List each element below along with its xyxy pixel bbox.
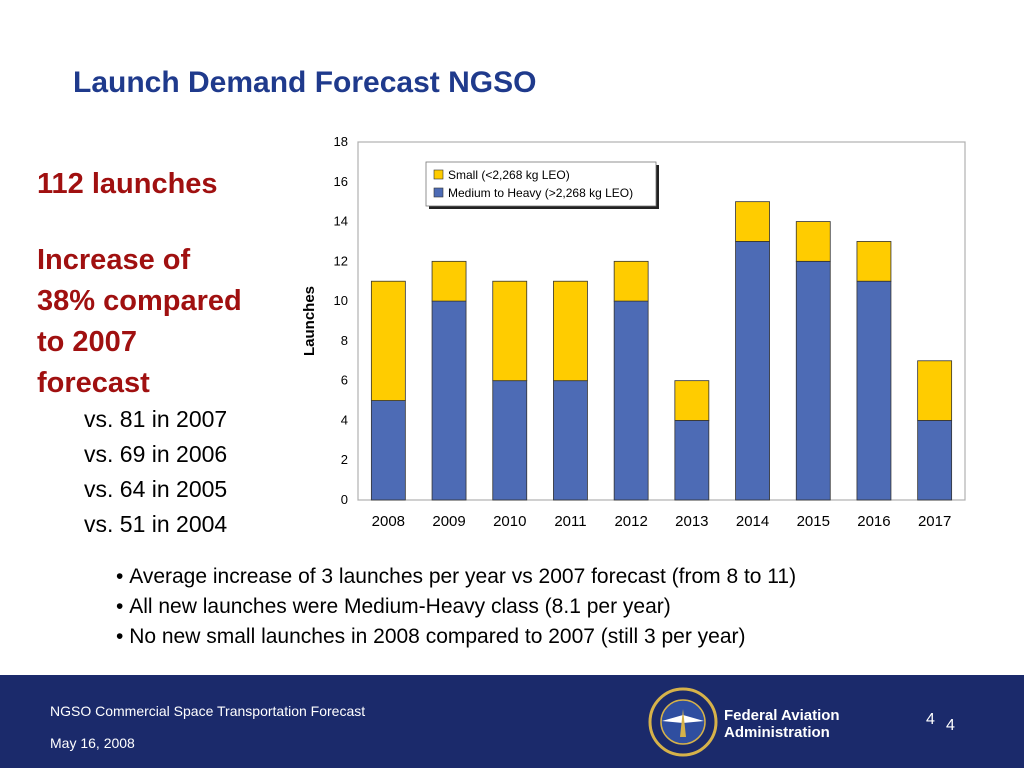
bullet-item: All new launches were Medium-Heavy class… xyxy=(116,592,796,622)
bar-segment xyxy=(492,380,528,501)
bar-segment xyxy=(674,380,710,421)
agency-name: Federal Aviation Administration xyxy=(724,707,840,741)
comparison-item: vs. 51 in 2004 xyxy=(84,511,228,537)
footer-title: NGSO Commercial Space Transportation For… xyxy=(50,703,366,719)
launch-forecast-chart: 0 2 4 6 8 10 12 14 16 18 2008 2009 2010 2011 2012 2013 2… xyxy=(301,134,966,530)
x-tick-label: 2009 xyxy=(432,513,465,530)
comparison-item: vs. 64 in 2005 xyxy=(84,476,228,502)
x-tick-label: 2013 xyxy=(675,513,708,530)
comparison-item: vs. 81 in 2007 xyxy=(84,406,228,432)
x-tick-label: 2015 xyxy=(797,513,830,530)
y-axis-label: Launches xyxy=(301,286,318,356)
y-tick-label: 0 xyxy=(341,492,348,507)
x-tick-label: 2008 xyxy=(372,513,405,530)
legend-box xyxy=(425,161,657,207)
bar-segment xyxy=(613,260,649,302)
footer-bar: NGSO Commercial Space Transportation For… xyxy=(0,675,1024,768)
x-tick-label: 2017 xyxy=(918,513,951,530)
bar-segment xyxy=(431,260,467,302)
bar-segment xyxy=(735,241,770,501)
y-tick-label: 4 xyxy=(341,412,348,427)
legend-swatch xyxy=(433,169,444,180)
headline-increase-line: 38% compared xyxy=(37,285,242,317)
bar-segment xyxy=(917,420,953,501)
page-number: 4 xyxy=(926,711,935,728)
bar-segment xyxy=(856,280,892,501)
bar-segment xyxy=(856,241,892,282)
bar-segment xyxy=(370,400,406,501)
legend-swatch xyxy=(433,187,444,198)
y-tick-label: 8 xyxy=(341,333,348,348)
bar-segment xyxy=(613,300,649,501)
y-tick-label: 10 xyxy=(334,293,348,308)
bar-segment xyxy=(370,280,406,401)
bar-segment xyxy=(674,420,710,501)
agency-name-line: Administration xyxy=(724,724,830,741)
headline-increase: Increase of 38% compared to 2007 forecas… xyxy=(37,240,242,404)
x-tick-label: 2016 xyxy=(857,513,890,530)
bar-segment xyxy=(553,280,588,382)
bar-segment xyxy=(492,280,528,382)
y-tick-label: 16 xyxy=(334,174,348,189)
y-tick-label: 12 xyxy=(334,253,348,268)
bullet-item: Average increase of 3 launches per year … xyxy=(116,562,796,592)
headline-increase-line: forecast xyxy=(37,367,150,399)
y-tick-label: 6 xyxy=(341,373,348,388)
headline-total-launches: 112 launches xyxy=(37,168,218,200)
x-tick-label: 2012 xyxy=(614,513,647,530)
headline-increase-line: to 2007 xyxy=(37,326,137,358)
agency-name-line: Federal Aviation xyxy=(724,707,840,724)
bar-segment xyxy=(917,360,953,421)
y-tick-label: 18 xyxy=(334,134,348,149)
page-number-repeat: 4 xyxy=(946,717,955,734)
bar-segment xyxy=(795,260,831,501)
bar-segment xyxy=(795,221,831,262)
bullet-list: Average increase of 3 launches per year … xyxy=(116,562,796,652)
footer-date: May 16, 2008 xyxy=(50,735,135,751)
bar-segment xyxy=(553,380,588,501)
slide-title: Launch Demand Forecast NGSO xyxy=(73,66,537,99)
legend-label: Medium to Heavy (>2,268 kg LEO) xyxy=(448,186,633,200)
bullet-item: No new small launches in 2008 compared t… xyxy=(116,622,796,652)
x-tick-label: 2011 xyxy=(554,513,586,530)
comparison-item: vs. 69 in 2006 xyxy=(84,441,228,467)
comparison-list: vs. 81 in 2007 vs. 69 in 2006 vs. 64 in … xyxy=(84,402,227,542)
bar-segment xyxy=(431,300,467,501)
legend-label: Small (<2,268 kg LEO) xyxy=(448,168,570,182)
x-tick-label: 2010 xyxy=(493,513,526,530)
headline-increase-line: Increase of xyxy=(37,244,191,276)
y-tick-label: 2 xyxy=(341,452,348,467)
x-tick-label: 2014 xyxy=(736,513,769,530)
y-tick-label: 14 xyxy=(334,214,348,229)
faa-seal-icon xyxy=(648,687,718,757)
bar-segment xyxy=(735,201,770,242)
